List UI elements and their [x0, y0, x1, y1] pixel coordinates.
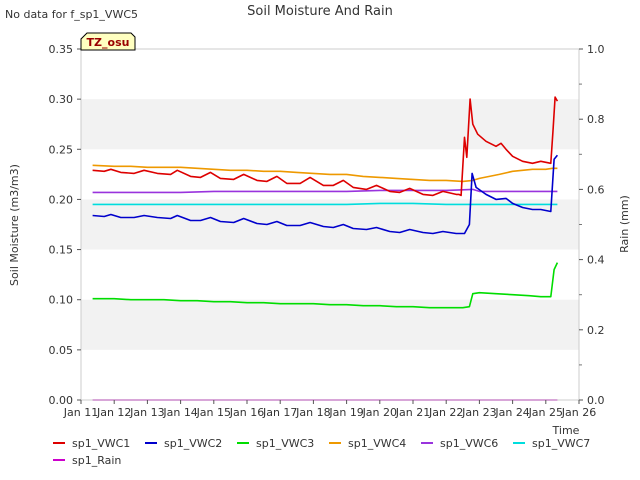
legend-label-sp1-vwc3: sp1_VWC3 — [256, 437, 314, 450]
x-tick-label-jan-19: Jan 19 — [328, 406, 363, 419]
series-line-sp1-vwc6 — [92, 188, 558, 194]
x-tick-label-jan-21: Jan 21 — [395, 406, 430, 419]
no-data-note: No data for f_sp1_VWC5 — [5, 8, 138, 21]
background-bands — [81, 99, 579, 350]
y-axis-label: Soil Moisture (m3/m3) — [8, 164, 21, 286]
x-tick-label-jan-24: Jan 24 — [494, 406, 529, 419]
site-badge-label: TZ_osu — [87, 36, 130, 49]
y-tick-label-0-05: 0.05 — [49, 344, 74, 357]
series-line-sp1-vwc2 — [92, 154, 559, 235]
legend-label-sp1-vwc1: sp1_VWC1 — [72, 437, 130, 450]
y2-tick-label-0-0: 0.0 — [587, 394, 605, 407]
x-tick-label-jan-15: Jan 15 — [196, 406, 231, 419]
chart-title: Soil Moisture And Rain — [247, 4, 393, 19]
y2-axis: 0.0 0.2 0.4 0.6 0.8 1.0 — [579, 43, 605, 407]
y-tick-label-0-15: 0.15 — [49, 244, 74, 257]
band-1 — [81, 199, 579, 250]
y2-tick-label-0-8: 0.8 — [587, 113, 605, 126]
y-tick-label-0-00: 0.00 — [49, 394, 74, 407]
legend-label-sp1-vwc6: sp1_VWC6 — [440, 437, 498, 450]
x-tick-label-jan-18: Jan 18 — [295, 406, 330, 419]
legend-label-sp1-rain: sp1_Rain — [72, 454, 121, 467]
x-tick-label-jan-26: Jan 26 — [561, 406, 596, 419]
y2-tick-label-0-4: 0.4 — [587, 254, 605, 267]
x-tick-label-jan-25: Jan 25 — [528, 406, 563, 419]
x-tick-label-jan-22: Jan 22 — [428, 406, 463, 419]
y-tick-label-0-35: 0.35 — [49, 43, 74, 56]
legend-label-sp1-vwc2: sp1_VWC2 — [164, 437, 222, 450]
y2-tick-label-1-0: 1.0 — [587, 43, 605, 56]
y2-tick-label-0-6: 0.6 — [587, 183, 605, 196]
series-line-sp1-vwc3 — [92, 262, 559, 309]
y-tick-label-0-30: 0.30 — [49, 93, 74, 106]
x-tick-label-jan-13: Jan 13 — [129, 406, 164, 419]
y-tick-label-0-20: 0.20 — [49, 193, 74, 206]
x-tick-label-jan-16: Jan 16 — [229, 406, 264, 419]
site-badge-shape — [80, 32, 136, 51]
site-badge: TZ_osu — [80, 32, 136, 51]
legend: sp1_VWC1 sp1_VWC2 sp1_VWC3 sp1_VWC4 sp1_VWC6… — [53, 437, 590, 467]
x-tick-label-jan-23: Jan 23 — [461, 406, 496, 419]
x-tick-label-jan-14: Jan 14 — [162, 406, 197, 419]
x-axis-label: Time — [552, 424, 580, 437]
x-tick-label-jan-12: Jan 12 — [96, 406, 131, 419]
legend-label-sp1-vwc4: sp1_VWC4 — [348, 437, 406, 450]
y2-axis-label: Rain (mm) — [618, 195, 631, 253]
band-0 — [81, 299, 579, 350]
y-axis: 0.00 0.05 0.10 0.15 0.20 0.25 0.30 0.35 — [49, 43, 81, 407]
band-2 — [81, 99, 579, 150]
x-tick-label-jan-20: Jan 20 — [362, 406, 397, 419]
x-tick-label-jan-11: Jan 11 — [63, 406, 98, 419]
y-tick-label-0-10: 0.10 — [49, 294, 74, 307]
series-line-sp1-vwc4 — [92, 164, 558, 183]
series-line-sp1-vwc7 — [92, 202, 558, 206]
series-line-sp1-vwc1 — [92, 96, 559, 197]
y-tick-label-0-25: 0.25 — [49, 143, 74, 156]
x-tick-label-jan-17: Jan 17 — [262, 406, 297, 419]
legend-label-sp1-vwc7: sp1_VWC7 — [532, 437, 590, 450]
y2-tick-label-0-2: 0.2 — [587, 324, 605, 337]
